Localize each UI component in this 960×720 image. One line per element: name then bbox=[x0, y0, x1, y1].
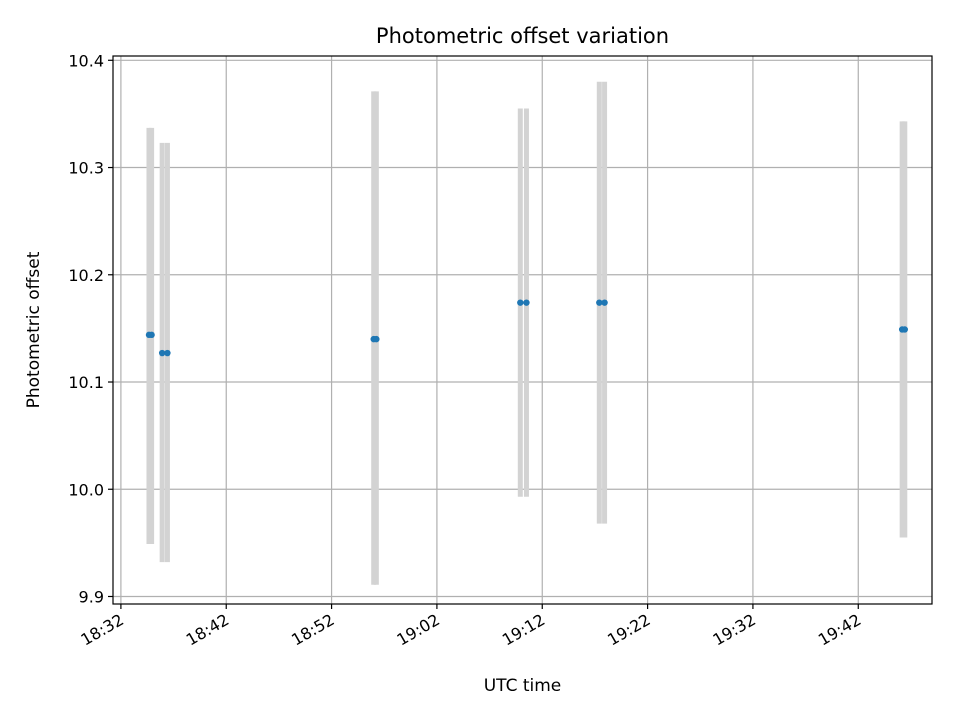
plot-frame bbox=[112, 55, 933, 605]
data-point bbox=[148, 331, 155, 339]
y-axis-label: Photometric offset bbox=[24, 251, 44, 408]
y-tick-label: 9.9 bbox=[79, 587, 104, 606]
y-tick-label: 10.3 bbox=[68, 159, 104, 178]
y-tick-label: 10.4 bbox=[68, 51, 104, 70]
data-point bbox=[901, 326, 908, 333]
y-axis-ticks: 9.9 10.0 10.1 10.2 10.3 10.4 bbox=[68, 51, 113, 606]
data-points bbox=[145, 299, 908, 357]
data-point bbox=[158, 349, 166, 357]
y-tick-label: 10.0 bbox=[68, 480, 104, 499]
data-point bbox=[517, 299, 524, 306]
y-tick-label: 10.1 bbox=[68, 373, 104, 392]
data-point bbox=[601, 299, 608, 306]
x-axis-label: UTC time bbox=[484, 676, 562, 696]
chart-title: Photometric offset variation bbox=[376, 24, 669, 48]
data-point bbox=[523, 299, 530, 306]
y-tick-label: 10.2 bbox=[68, 266, 104, 285]
data-point bbox=[596, 299, 603, 306]
data-point bbox=[164, 349, 171, 357]
data-point bbox=[373, 335, 380, 343]
